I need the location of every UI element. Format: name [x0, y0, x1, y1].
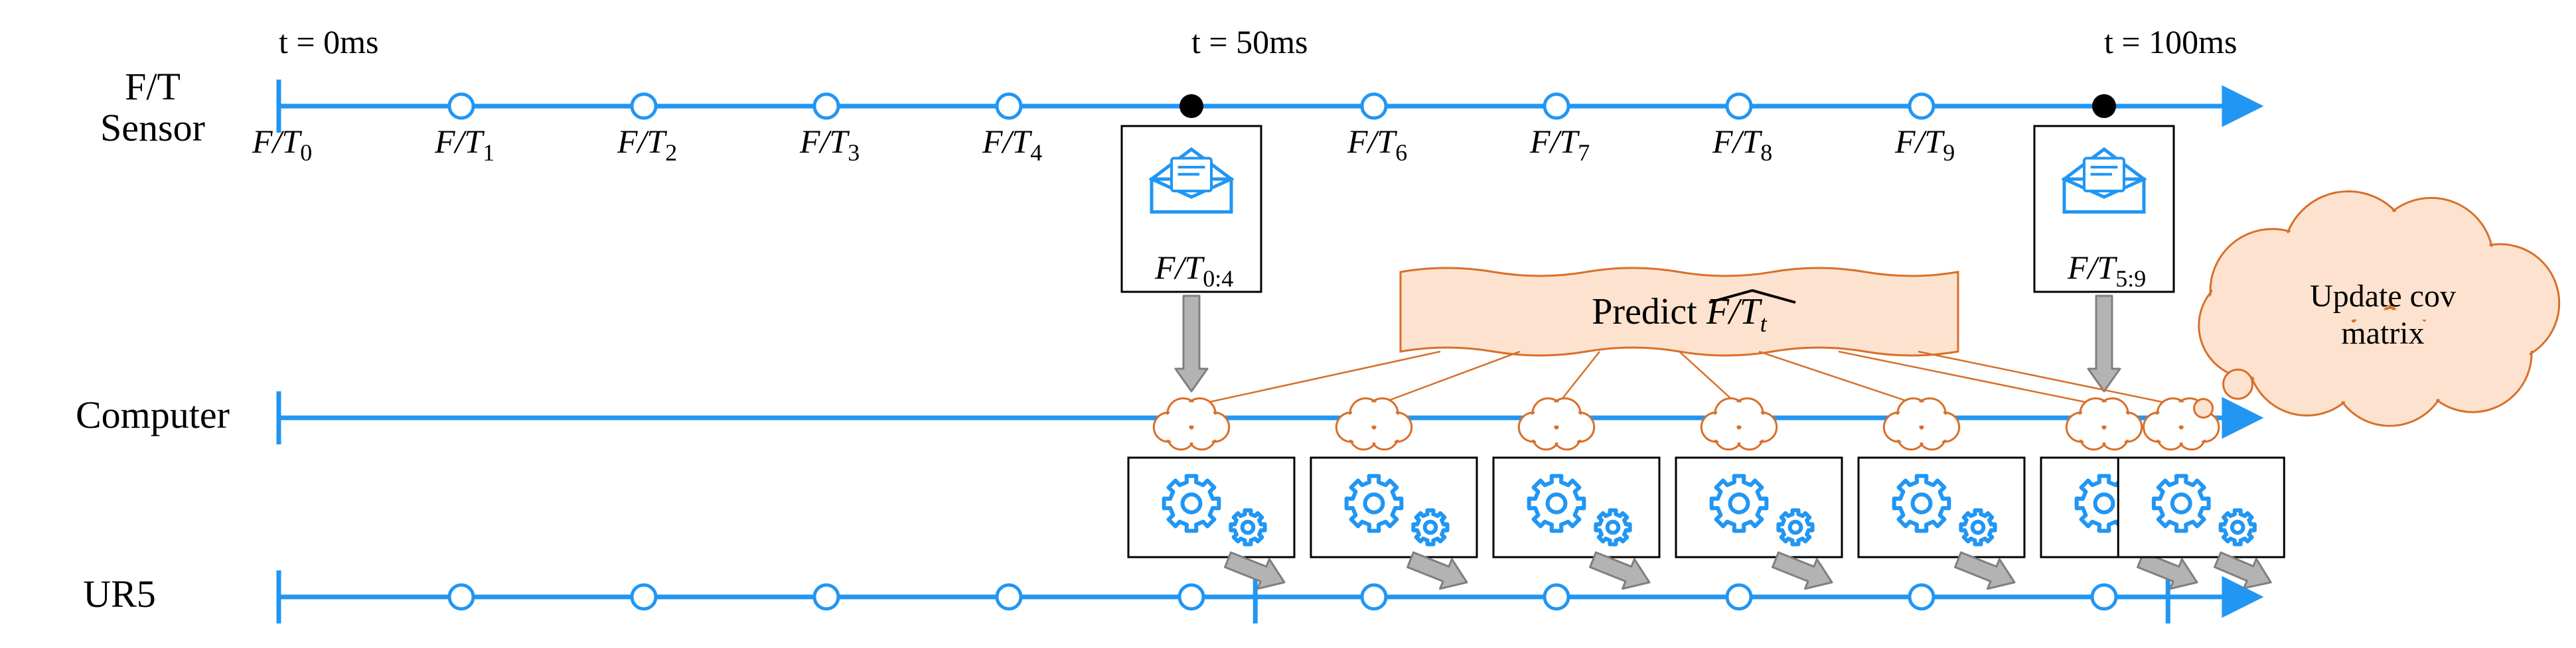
time-label-0: t = 0ms [279, 23, 378, 60]
time-label-10: t = 100ms [2104, 23, 2237, 60]
update-cov-tail-1 [2194, 399, 2213, 418]
ft-open-8 [1727, 94, 1751, 118]
ft-open-3 [814, 94, 838, 118]
ft-open-9 [1910, 94, 1933, 118]
ur5-open-4 [997, 585, 1021, 609]
row-label-ft-1: Sensor [100, 106, 205, 149]
update-cov-tail-0 [2224, 369, 2253, 399]
update-cov-text-1: matrix [2341, 316, 2424, 351]
ur5-open-6 [1362, 585, 1386, 609]
row-label-computer-0: Computer [76, 393, 230, 436]
ft-filled-5 [1179, 94, 1203, 118]
row-label-ur5-0: UR5 [83, 572, 156, 616]
update-cov-text-0: Update cov [2310, 279, 2456, 314]
row-label-ft-0: F/T [125, 65, 181, 108]
ft-open-7 [1545, 94, 1568, 118]
ft-open-2 [632, 94, 656, 118]
ft-open-4 [997, 94, 1021, 118]
ur5-open-3 [814, 585, 838, 609]
ft-open-6 [1362, 94, 1386, 118]
ur5-open-2 [632, 585, 656, 609]
ur5-open-9 [1910, 585, 1933, 609]
ur5-open-5 [1179, 585, 1203, 609]
ft-filled-10 [2092, 94, 2116, 118]
ur5-open-10 [2092, 585, 2116, 609]
ur5-open-8 [1727, 585, 1751, 609]
ft-open-1 [449, 94, 473, 118]
ur5-open-7 [1545, 585, 1568, 609]
predict-label: Predict F/Tt [1592, 291, 1768, 337]
time-label-5: t = 50ms [1191, 23, 1308, 60]
ur5-open-1 [449, 585, 473, 609]
